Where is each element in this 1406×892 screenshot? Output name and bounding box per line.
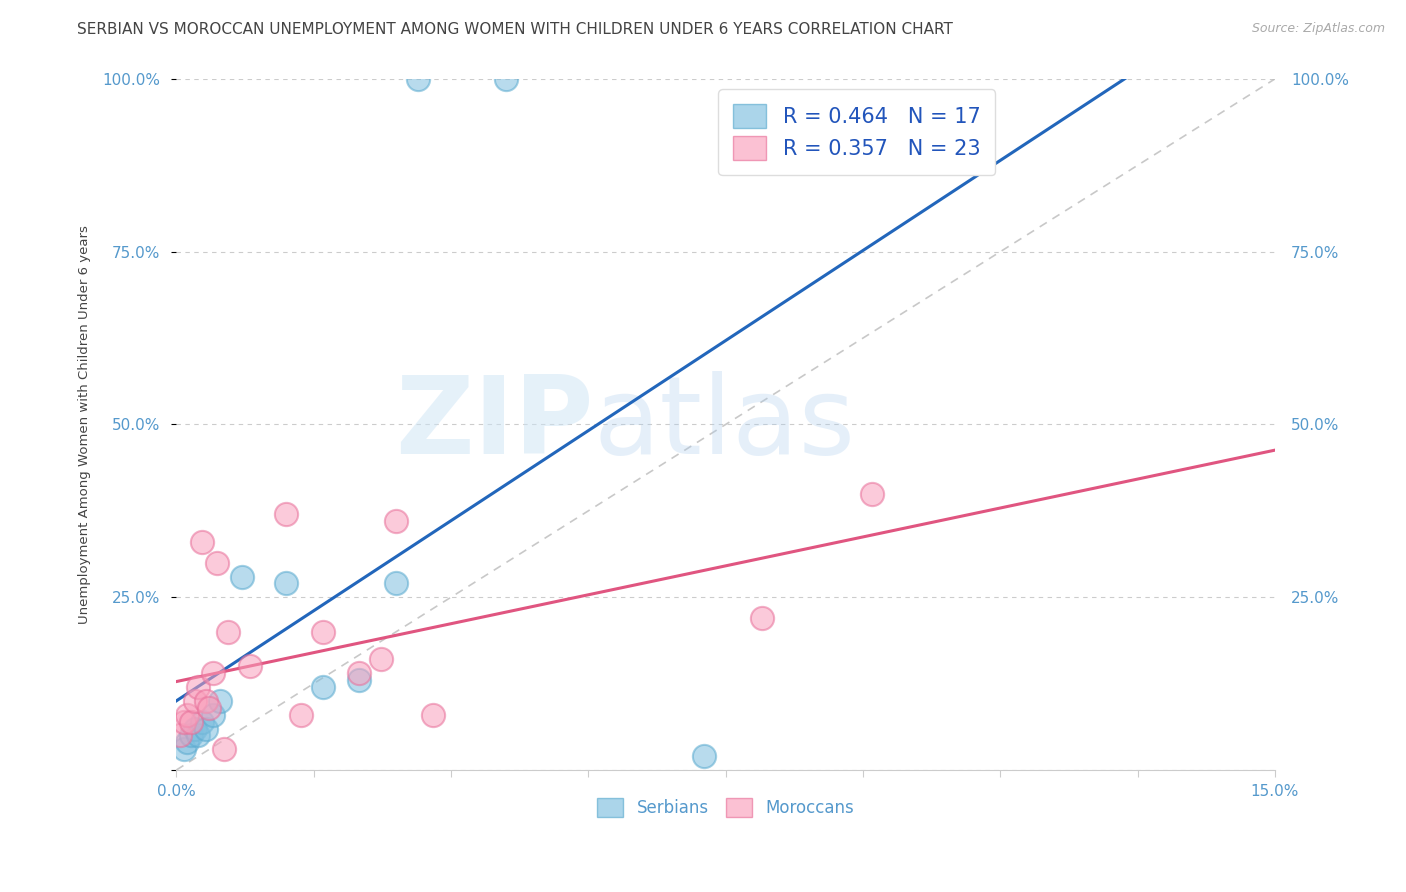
Text: Source: ZipAtlas.com: Source: ZipAtlas.com [1251, 22, 1385, 36]
Point [370, 652, 392, 666]
Point [751, 611, 773, 625]
Point [312, 624, 335, 639]
Point [194, 694, 217, 708]
Point [201, 707, 224, 722]
Point [187, 728, 209, 742]
Legend: Serbians, Moroccans: Serbians, Moroccans [591, 791, 860, 824]
Y-axis label: Unemployment Among Women with Children Under 6 years: Unemployment Among Women with Children U… [79, 225, 91, 624]
Point [176, 735, 198, 749]
Point [495, 72, 517, 87]
Point [169, 728, 191, 742]
Point [194, 722, 217, 736]
Point [349, 673, 371, 688]
Point [406, 72, 429, 87]
Point [183, 722, 205, 736]
Point [173, 742, 195, 756]
Point [176, 707, 198, 722]
Point [385, 576, 408, 591]
Point [209, 694, 232, 708]
Point [212, 742, 235, 756]
Point [180, 714, 202, 729]
Point [290, 707, 312, 722]
Point [173, 714, 195, 729]
Point [349, 666, 371, 681]
Point [312, 680, 335, 694]
Point [198, 701, 221, 715]
Point [422, 707, 444, 722]
Point [191, 714, 214, 729]
Point [191, 535, 214, 549]
Point [231, 569, 253, 583]
Point [217, 624, 239, 639]
Point [385, 514, 408, 528]
Point [183, 694, 205, 708]
Point [180, 728, 202, 742]
Point [276, 508, 298, 522]
Point [239, 659, 262, 673]
Point [187, 680, 209, 694]
Point [692, 749, 714, 764]
Text: ZIP: ZIP [395, 371, 593, 477]
Point [860, 486, 883, 500]
Point [201, 666, 224, 681]
Point [276, 576, 298, 591]
Text: atlas: atlas [593, 371, 856, 477]
Point [205, 556, 228, 570]
Text: SERBIAN VS MOROCCAN UNEMPLOYMENT AMONG WOMEN WITH CHILDREN UNDER 6 YEARS CORRELA: SERBIAN VS MOROCCAN UNEMPLOYMENT AMONG W… [77, 22, 953, 37]
